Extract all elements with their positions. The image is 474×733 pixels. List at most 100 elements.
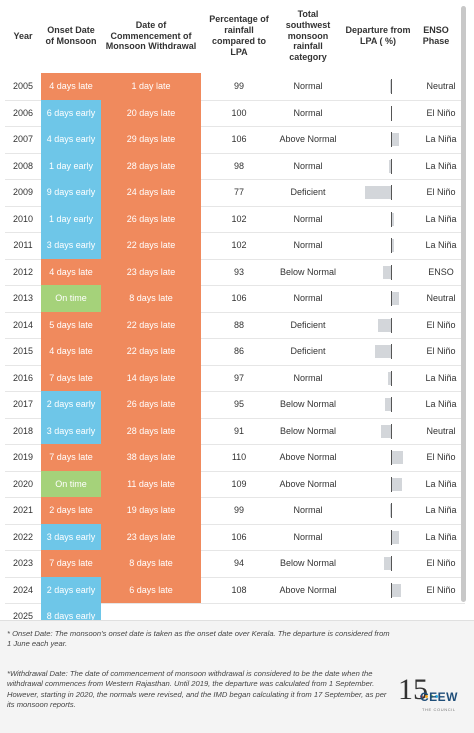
departure-bar	[389, 80, 391, 93]
departure-axis	[391, 423, 392, 439]
percentage-cell: 102	[231, 213, 247, 224]
onset-cell: On time	[41, 470, 101, 497]
percentage-cell: 99	[233, 81, 244, 92]
departure-axis	[391, 132, 392, 147]
departure-cell	[339, 550, 417, 577]
departure-axis	[391, 185, 392, 200]
departure-bar	[392, 477, 403, 491]
departure-axis	[391, 79, 392, 94]
onset-cell: 7 days late	[41, 444, 101, 471]
onset-cell: 3 days early	[41, 232, 101, 259]
withdrawal-cell: 8 days late	[101, 550, 201, 577]
departure-axis	[391, 529, 392, 545]
departure-bar	[392, 451, 404, 464]
departure-axis	[391, 582, 392, 598]
withdrawal-cell: 8 days late	[101, 285, 201, 312]
percentage-cell: 94	[233, 558, 244, 569]
enso-cell: La Niña	[425, 240, 457, 251]
category-cell: Below Normal	[279, 266, 337, 277]
withdrawal-cell: 28 days late	[101, 417, 201, 444]
percentage-cell: 108	[231, 584, 247, 595]
departure-axis	[391, 503, 392, 518]
table-row: 2014 5 days late 22 days late 88 Deficient El…	[5, 311, 465, 339]
departure-cell	[339, 206, 417, 233]
year-cell: 2010	[12, 213, 34, 224]
onset-cell: 4 days late	[41, 338, 101, 365]
onset-cell: 1 day early	[41, 152, 101, 179]
departure-axis	[391, 158, 392, 174]
withdrawal-cell: 22 days late	[101, 311, 201, 338]
onset-cell: 9 days early	[41, 179, 101, 206]
departure-cell	[339, 444, 417, 471]
withdrawal-cell: 22 days late	[101, 338, 201, 365]
departure-bar	[392, 292, 399, 305]
category-cell: Below Normal	[279, 425, 337, 436]
year-cell: 2016	[12, 372, 34, 383]
enso-cell: Neutral	[426, 81, 456, 92]
percentage-cell: 106	[231, 134, 247, 145]
table-row: 2013 On time 8 days late 106 Normal Neutral	[5, 285, 465, 313]
header-departure: Departure from LPA ( %)	[345, 25, 411, 46]
year-cell: 2014	[12, 319, 34, 330]
category-cell: Deficient	[290, 187, 326, 198]
category-cell: Normal	[293, 240, 323, 251]
enso-cell: El Niño	[426, 558, 456, 569]
percentage-cell: 95	[233, 399, 244, 410]
year-cell: 2012	[12, 266, 34, 277]
category-cell: Normal	[293, 505, 323, 516]
enso-cell: El Niño	[426, 187, 456, 198]
percentage-cell: 98	[233, 160, 244, 171]
year-cell: 2020	[12, 478, 34, 489]
logo-dots-icon	[420, 685, 450, 698]
category-cell: Normal	[293, 531, 323, 542]
category-cell: Normal	[293, 107, 323, 118]
departure-axis	[391, 317, 392, 333]
year-cell: 2021	[12, 505, 34, 516]
departure-axis	[391, 105, 392, 121]
departure-axis	[391, 450, 392, 465]
enso-cell: El Niño	[426, 584, 456, 595]
departure-cell	[339, 100, 417, 127]
departure-bar	[392, 239, 395, 252]
table-row: 2023 7 days late 8 days late 94 Below Normal…	[5, 550, 465, 578]
departure-axis	[391, 264, 392, 280]
departure-cell	[339, 232, 417, 259]
withdrawal-cell: 14 days late	[101, 364, 201, 391]
category-cell: Normal	[293, 213, 323, 224]
onset-note: * Onset Date: The monsoon's onset date i…	[7, 629, 390, 649]
table-row: 2024 2 days early 6 days late 108 Above Norm…	[5, 576, 465, 604]
category-cell: Above Normal	[279, 584, 337, 595]
withdrawal-cell: 1 day late	[101, 73, 201, 100]
category-cell: Above Normal	[279, 134, 337, 145]
table-row: 2009 9 days early 24 days late 77 Deficient E…	[5, 179, 465, 207]
ceew-logo: 15 CEEW THE COUNCIL	[398, 673, 458, 723]
table-row: 2010 1 day early 26 days late 102 Normal La N…	[5, 205, 465, 233]
withdrawal-cell: 22 days late	[101, 232, 201, 259]
enso-cell: La Niña	[425, 372, 457, 383]
departure-axis	[391, 344, 392, 359]
category-cell: Normal	[293, 81, 323, 92]
category-cell: Below Normal	[279, 399, 337, 410]
vertical-scrollbar[interactable]	[461, 6, 466, 602]
departure-bar	[389, 504, 391, 517]
table-row: 2022 3 days early 23 days late 106 Normal La …	[5, 523, 465, 551]
departure-cell	[339, 153, 417, 180]
departure-cell	[339, 418, 417, 445]
withdrawal-cell: 29 days late	[101, 126, 201, 153]
year-cell: 2019	[12, 452, 34, 463]
departure-bar	[375, 345, 391, 358]
table-row: 2007 4 days early 29 days late 106 Above Nor…	[5, 126, 465, 154]
onset-cell: 3 days early	[41, 417, 101, 444]
enso-cell: La Niña	[425, 134, 457, 145]
departure-axis	[391, 556, 392, 571]
enso-cell: La Niña	[425, 399, 457, 410]
percentage-cell: 110	[231, 452, 247, 463]
year-cell: 2024	[12, 584, 34, 595]
enso-cell: El Niño	[426, 107, 456, 118]
departure-cell	[339, 179, 417, 206]
year-cell: 2007	[12, 134, 34, 145]
year-cell: 2005	[12, 81, 34, 92]
percentage-cell: 86	[233, 346, 244, 357]
departure-cell	[339, 524, 417, 551]
header-year: Year	[13, 30, 33, 41]
